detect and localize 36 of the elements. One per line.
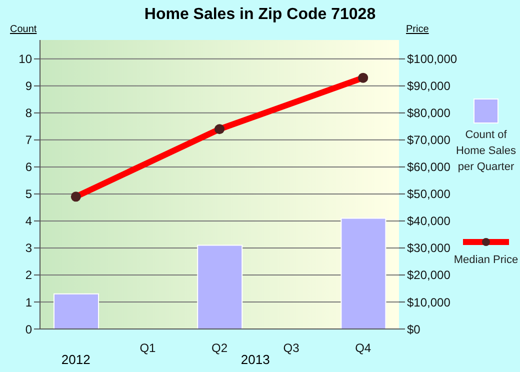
y2-tick-label: $20,000	[407, 268, 451, 282]
y2-axis-title: Price	[406, 24, 429, 35]
legend-label: Count of Home Sales per Quarter	[455, 128, 517, 175]
y2-tick-label: $80,000	[407, 106, 451, 120]
legend-label: Median Price	[452, 253, 520, 268]
bar	[340, 218, 386, 329]
y-tick-label: 0	[25, 322, 32, 336]
y-tick-label: 1	[25, 295, 32, 310]
y-tick-label: 8	[25, 106, 32, 120]
x-tick-label: Q2	[211, 341, 228, 355]
x-tick-label: Q3	[283, 341, 300, 355]
y2-tick-label: $0	[407, 322, 421, 336]
y2-tick-label: $70,000	[407, 133, 451, 148]
y2-tick-label: $60,000	[407, 160, 451, 174]
y-tick-label: 4	[25, 214, 32, 228]
x-tick-label: Q1	[140, 341, 156, 355]
chart-title: Home Sales in Zip Code 71028	[143, 6, 377, 24]
x-tick-label: Q4	[355, 341, 372, 355]
bar	[54, 293, 100, 329]
y-tick-label: 9	[25, 79, 32, 94]
y2-tick-label: $10,000	[407, 295, 451, 310]
bar	[197, 244, 243, 329]
text: 2012	[60, 352, 92, 367]
y2-tick-label: $40,000	[407, 214, 451, 228]
y-axis-title: Count	[10, 24, 37, 35]
y-tick-label: 2	[25, 268, 32, 282]
text: 2013	[240, 352, 270, 367]
y2-tick-label: $30,000	[407, 241, 451, 256]
y-tick-label: 5	[25, 187, 32, 202]
y2-tick-label: $90,000	[407, 79, 451, 94]
y2-tick-label: $100,000	[407, 52, 458, 66]
y-tick-label: 3	[25, 241, 32, 256]
y-tick-label: 6	[25, 160, 32, 174]
y-tick-label: 7	[25, 133, 32, 148]
y2-tick-label: $50,000	[407, 187, 451, 202]
y-tick-label: 10	[18, 52, 32, 66]
